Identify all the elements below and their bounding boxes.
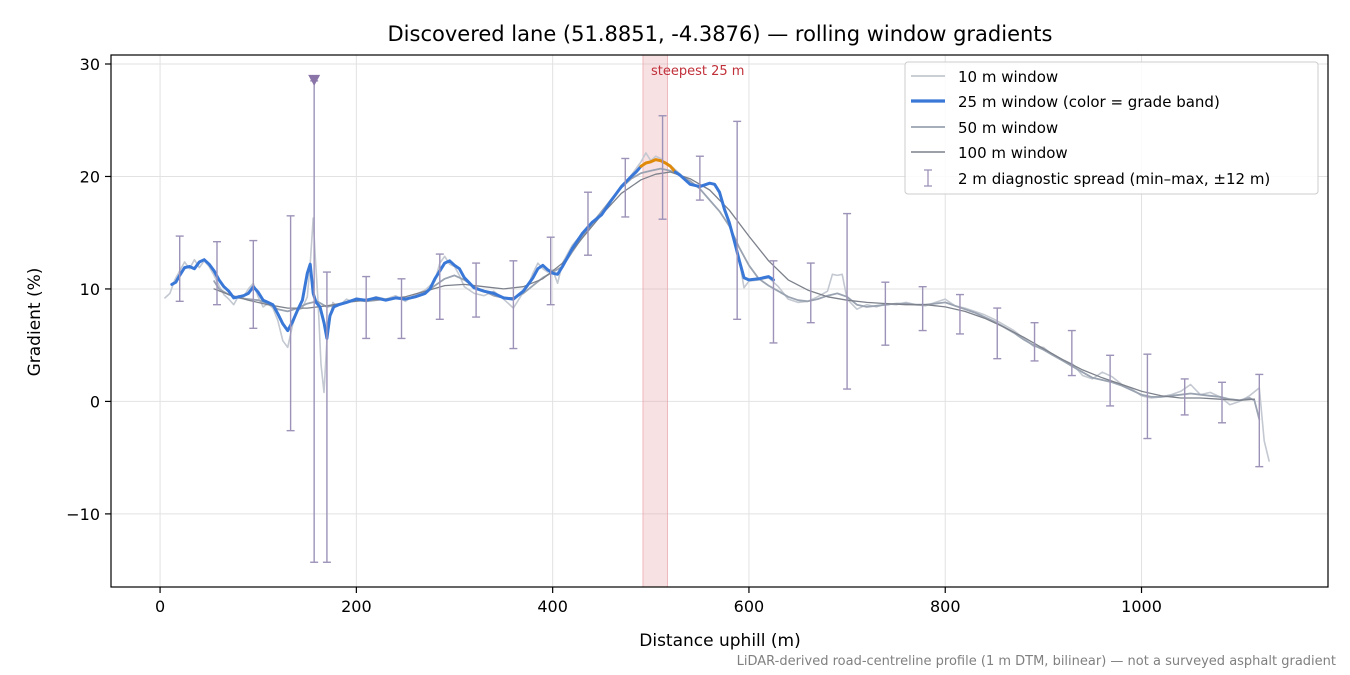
legend-label-100m: 100 m window [958, 144, 1068, 162]
steepest-annotation: steepest 25 m [651, 64, 744, 79]
y-tick-label: −10 [66, 505, 100, 524]
spike-marker [308, 74, 321, 86]
steepest-window-highlight [642, 54, 668, 588]
x-tick-label: 800 [930, 597, 961, 616]
legend-label-10m: 10 m window [958, 68, 1058, 86]
y-tick-label: 20 [80, 167, 100, 186]
legend-label-diag: 2 m diagnostic spread (min–max, ±12 m) [958, 170, 1270, 188]
diagnostic-spread-bars [175, 80, 1264, 563]
legend-frame [904, 61, 1319, 195]
y-tick-label: 10 [80, 280, 100, 299]
legend-entry-50m: 50 m window [911, 119, 1058, 137]
plot-frame [110, 54, 1329, 588]
legend-entry-100m: 100 m window [911, 144, 1068, 162]
y-tick-label: 0 [90, 392, 100, 411]
y-tick-label: 30 [80, 55, 100, 74]
x-tick-label: 200 [341, 597, 372, 616]
series-lines [164, 152, 1270, 462]
legend-label-50m: 50 m window [958, 119, 1058, 137]
legend-entry-10m: 10 m window [911, 68, 1058, 86]
x-tick-label: 600 [734, 597, 765, 616]
x-tick-label: 0 [155, 597, 165, 616]
series-line-w25 [170, 164, 643, 340]
y-axis-label: Gradient (%) [25, 268, 45, 377]
series-line-w25-steep [639, 158, 677, 174]
legend-entry-25m: 25 m window (color = grade band) [911, 93, 1220, 111]
steepest-band [642, 54, 668, 588]
chart-title: Discovered lane (51.8851, -4.3876) — rol… [388, 22, 1053, 46]
axis-ticks: 0 200 400 600 800 1000 −10 0 10 20 30 [66, 55, 1162, 616]
legend: 10 m window 25 m window (color = grade b… [904, 61, 1319, 195]
legend-entry-diag: 2 m diagnostic spread (min–max, ±12 m) [924, 169, 1270, 188]
footnote: LiDAR-derived road-centreline profile (1… [737, 654, 1336, 669]
marker-layer [308, 74, 321, 86]
series-line-w25 [673, 170, 775, 282]
x-tick-label: 400 [537, 597, 568, 616]
x-axis-label: Distance uphill (m) [639, 631, 800, 651]
x-tick-label: 1000 [1121, 597, 1162, 616]
legend-label-25m: 25 m window (color = grade band) [958, 93, 1220, 111]
